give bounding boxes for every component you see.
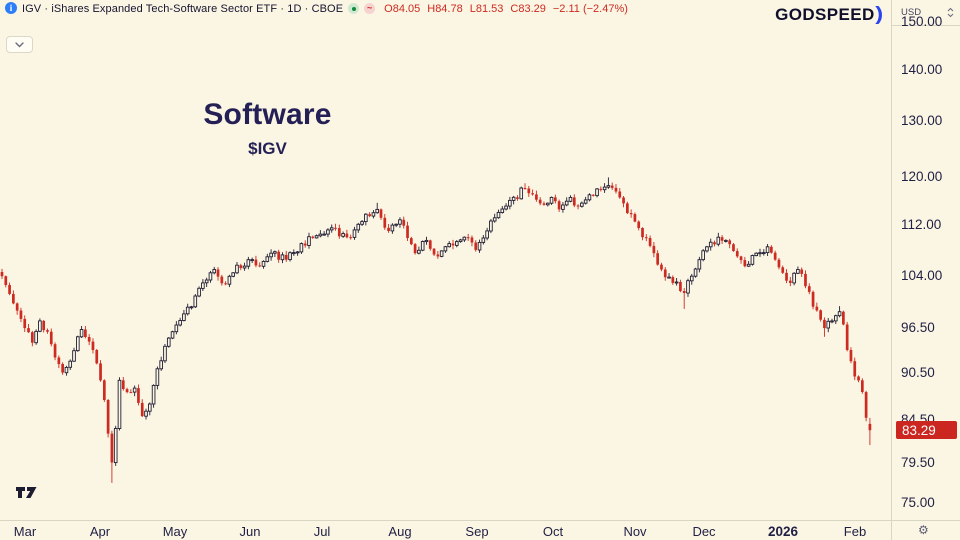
info-icon[interactable]: i — [5, 1, 17, 14]
price-tick-label: 90.50 — [901, 364, 935, 380]
godspeed-logo: GODSPEED ) — [775, 4, 883, 26]
godspeed-logo-mark: ) — [874, 4, 883, 25]
legend-collapse-button[interactable] — [6, 36, 33, 53]
time-axis-label: Sep — [465, 524, 489, 539]
time-axis-label: May — [162, 524, 188, 539]
time-axis-label: Jul — [313, 524, 331, 539]
currency-dropdown-icon — [947, 7, 954, 18]
time-axis-label: Dec — [692, 524, 716, 539]
price-tick-label: 120.00 — [901, 168, 943, 184]
symbol-legend: i IGV · iShares Expanded Tech-Software S… — [5, 1, 628, 15]
price-tick-label: 79.50 — [901, 454, 935, 470]
chevron-down-icon — [15, 41, 24, 47]
time-axis-label: Oct — [542, 524, 564, 539]
symbol-description[interactable]: IGV · iShares Expanded Tech-Software Sec… — [22, 2, 344, 15]
ohlc-values: O84.05 H84.78 L81.53 C83.29 −2.11 (−2.47… — [384, 3, 628, 15]
time-axis-label: Jun — [239, 524, 261, 539]
time-axis-label: Feb — [843, 524, 867, 539]
time-axis-label: 2026 — [767, 524, 799, 539]
time-axis-label: Mar — [13, 524, 37, 539]
ohlc-close: C83.29 — [510, 2, 546, 15]
settings-gear-icon[interactable]: ⚙ — [918, 523, 929, 537]
price-tick-label: 150.00 — [901, 14, 943, 29]
currency-label: USD — [901, 7, 922, 18]
price-tick-label: 130.00 — [901, 113, 943, 129]
ohlc-low: L81.53 — [469, 2, 504, 15]
ohlc-open: O84.05 — [384, 2, 421, 15]
price-tick-label: 75.00 — [901, 495, 935, 510]
currency-selector[interactable]: USD — [892, 0, 960, 26]
time-axis-label: Apr — [89, 524, 111, 539]
time-axis[interactable]: Mar Apr May Jun Jul Aug Sep Oct Nov Dec 2026 Feb ⚙ — [0, 520, 960, 540]
market-status-icon[interactable] — [348, 3, 360, 14]
candlestick-plot[interactable] — [0, 0, 891, 520]
ohlc-high: H84.78 — [427, 2, 463, 15]
price-axis[interactable]: USD 150.00 140.00 130.00 120.00 112.00 104.00… — [891, 0, 960, 540]
last-price-badge: 83.29 — [896, 421, 957, 440]
data-notice-icon[interactable]: ~ — [364, 3, 376, 14]
tradingview-logo[interactable] — [15, 484, 39, 500]
price-tick-label: 104.00 — [901, 268, 943, 284]
price-tick-label: 96.50 — [901, 320, 935, 336]
time-axis-label: Aug — [388, 524, 412, 539]
time-axis-label: Nov — [623, 524, 647, 539]
price-tick-label: 112.00 — [901, 216, 942, 232]
ohlc-change: −2.11 (−2.47%) — [552, 2, 628, 15]
godspeed-logo-text: GODSPEED — [775, 5, 875, 24]
price-tick-label: 140.00 — [901, 61, 943, 77]
